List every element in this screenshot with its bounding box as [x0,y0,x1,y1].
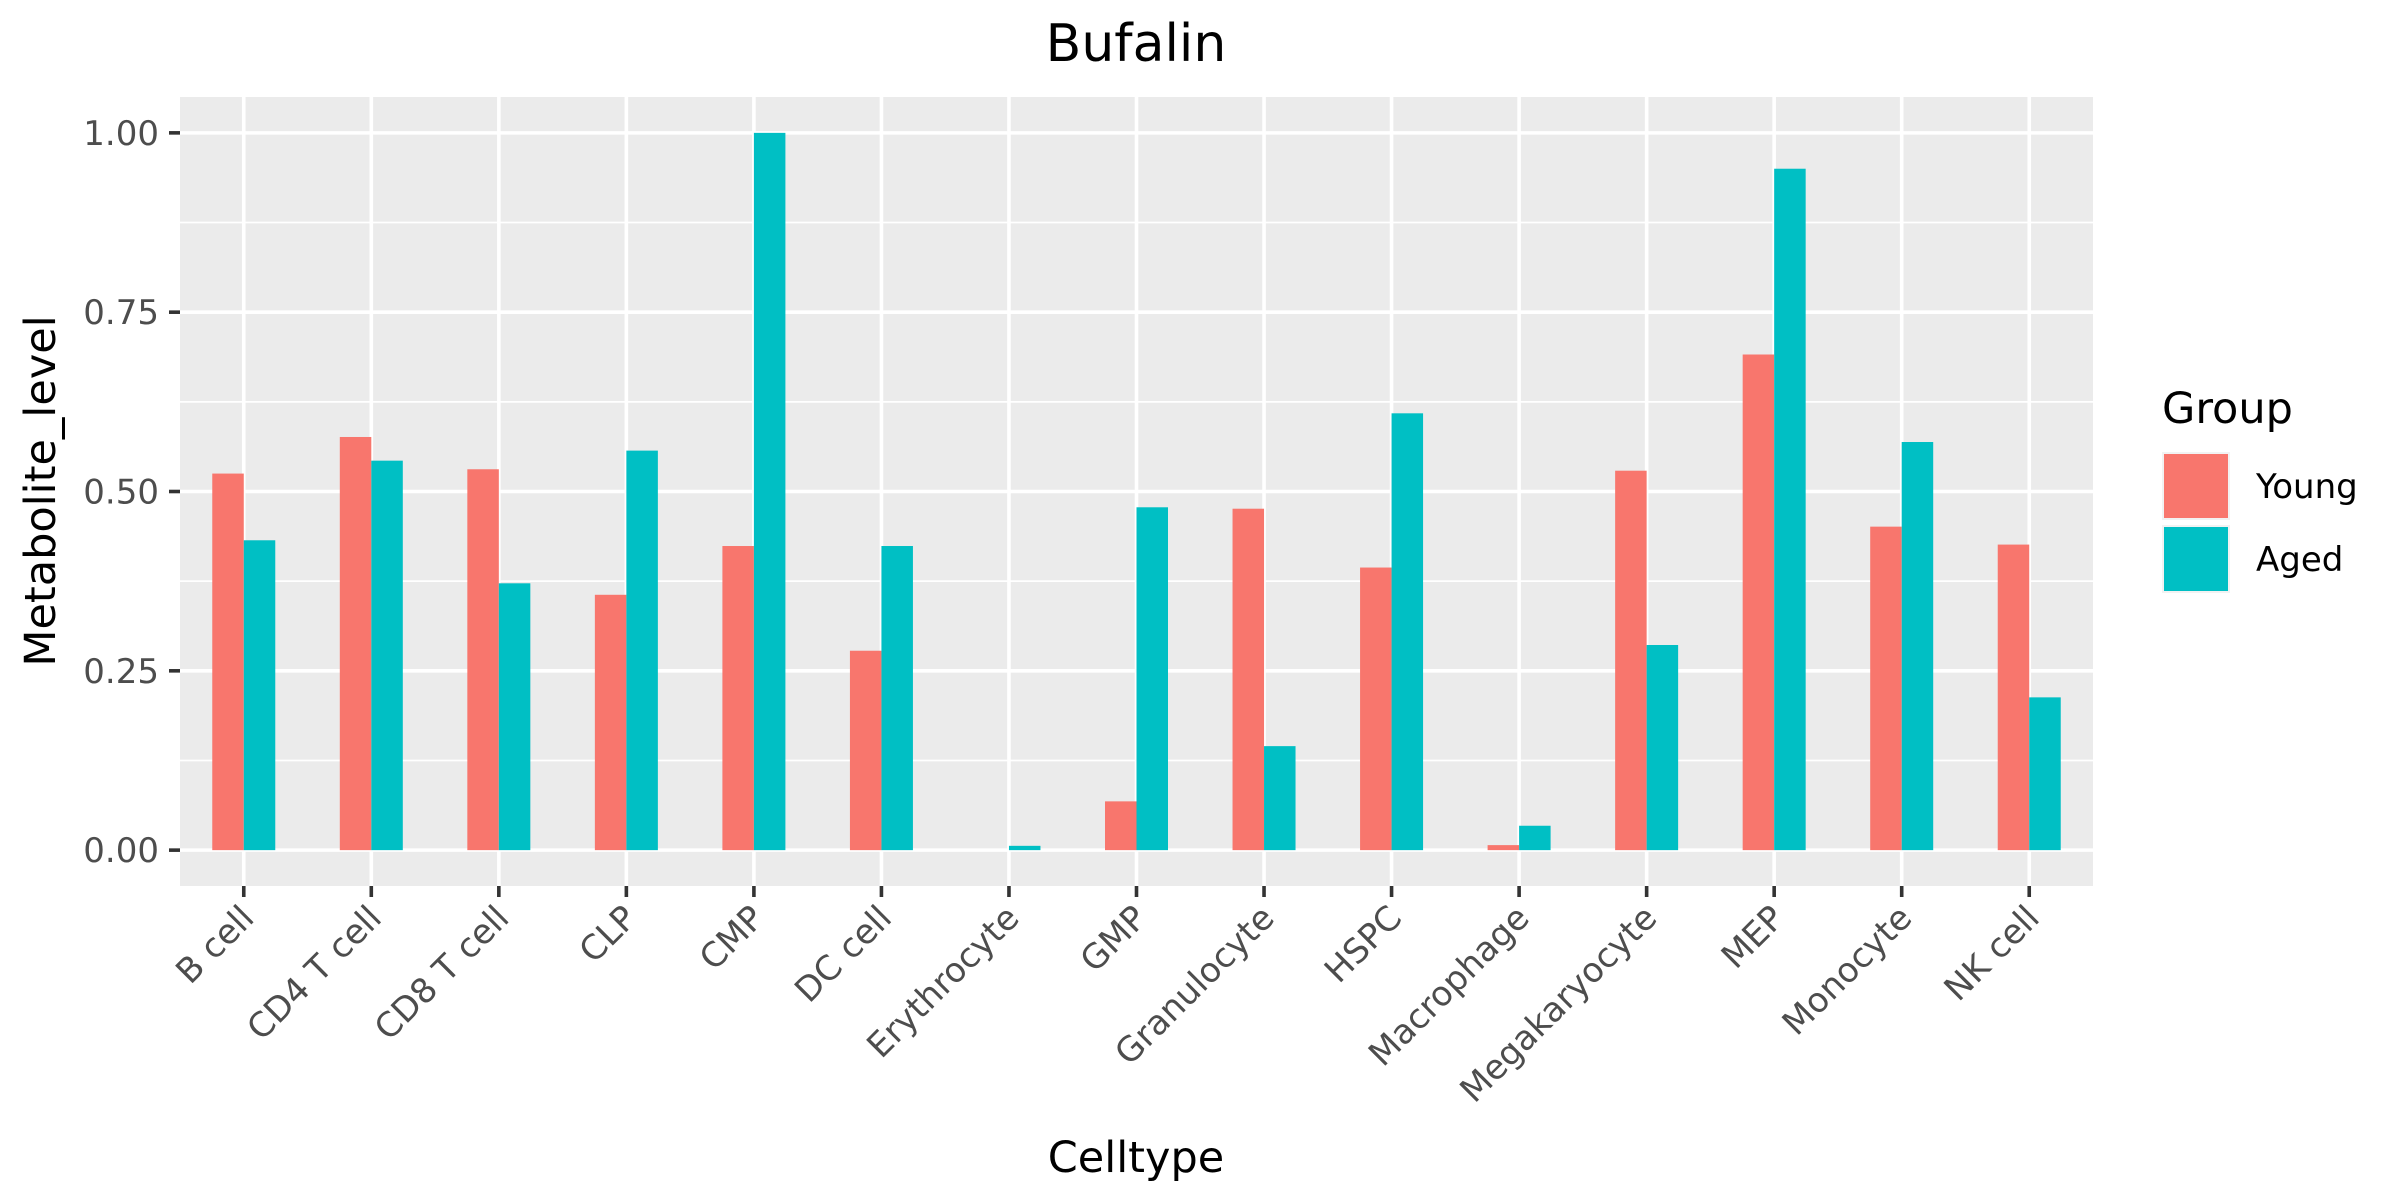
bar-aged [1264,746,1296,851]
bar-aged [753,132,786,851]
bar-aged [1391,413,1424,851]
x-tick-label: MEP [1714,898,1793,977]
legend-label-aged: Aged [2256,540,2343,580]
bar-young [467,469,499,851]
chart-title: Bufalin [1046,14,1227,74]
bar-young [1997,544,2030,851]
bar-young [1870,526,1902,851]
x-tick-label: DC cell [787,898,900,1011]
x-tick-label: CLP [572,898,645,971]
y-axis: 0.00 0.25 0.50 0.75 1.00 [83,114,180,871]
legend-label-young: Young [2255,467,2358,507]
y-tick-label: 0.00 [83,831,159,871]
bar-young [1742,354,1775,851]
x-tick-label: Monocyte [1775,898,1920,1043]
bars [212,132,2061,851]
bar-young [212,473,244,851]
bar-aged [1008,845,1041,851]
bar-young [594,594,627,851]
bar-aged [881,546,913,851]
bar-young [339,436,372,851]
bar-young [1487,845,1520,851]
bar-aged [371,460,403,851]
x-axis-title: Celltype [1048,1133,1224,1183]
bar-aged [1136,507,1168,851]
y-tick-label: 0.25 [83,652,159,692]
y-tick-label: 1.00 [83,114,159,154]
x-tick-label: CD4 T cell [239,898,389,1048]
bar-aged [1646,644,1679,851]
bar-young [1105,801,1137,851]
legend-swatch-young [2164,454,2228,518]
bar-aged [626,450,658,851]
bar-aged [2029,697,2061,851]
bar-young [722,546,754,851]
x-tick-label: CD8 T cell [367,898,517,1048]
x-tick-label: GMP [1073,898,1155,980]
bar-aged [1774,168,1806,851]
legend-swatch-aged [2164,527,2228,591]
bar-young [1232,508,1265,851]
bar-aged [498,583,531,851]
bar-young [1615,470,1647,851]
y-tick-label: 0.50 [83,473,159,513]
x-tick-label: NK cell [1937,898,2048,1009]
y-axis-title: Metabolite_level [16,315,66,666]
bar-aged [1901,442,1934,851]
bar-aged [243,540,276,851]
x-tick-label: B cell [168,898,262,992]
x-tick-label: HSPC [1317,898,1410,991]
legend: Group Young Aged [2162,384,2358,593]
bar-young [849,650,882,851]
y-tick-label: 0.75 [83,293,159,333]
bar-aged [1519,825,1551,851]
bar-young [1360,567,1392,851]
legend-title: Group [2162,384,2293,434]
x-tick-label: CMP [692,898,772,978]
